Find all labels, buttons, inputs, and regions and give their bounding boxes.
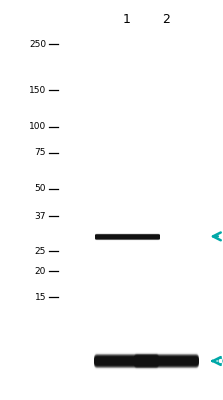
Text: 250: 250 <box>29 40 46 49</box>
Text: 25: 25 <box>35 247 46 256</box>
Text: 20: 20 <box>35 267 46 276</box>
Text: 15: 15 <box>35 293 46 302</box>
Text: control: control <box>217 356 223 366</box>
Bar <box>146 28 150 310</box>
Text: 37: 37 <box>35 212 46 220</box>
Bar <box>146 330 150 392</box>
Text: 150: 150 <box>29 86 46 95</box>
Text: 1: 1 <box>123 13 131 26</box>
Text: 75: 75 <box>35 148 46 157</box>
Text: 50: 50 <box>35 184 46 194</box>
Text: 2: 2 <box>162 13 170 26</box>
Text: 100: 100 <box>29 122 46 131</box>
